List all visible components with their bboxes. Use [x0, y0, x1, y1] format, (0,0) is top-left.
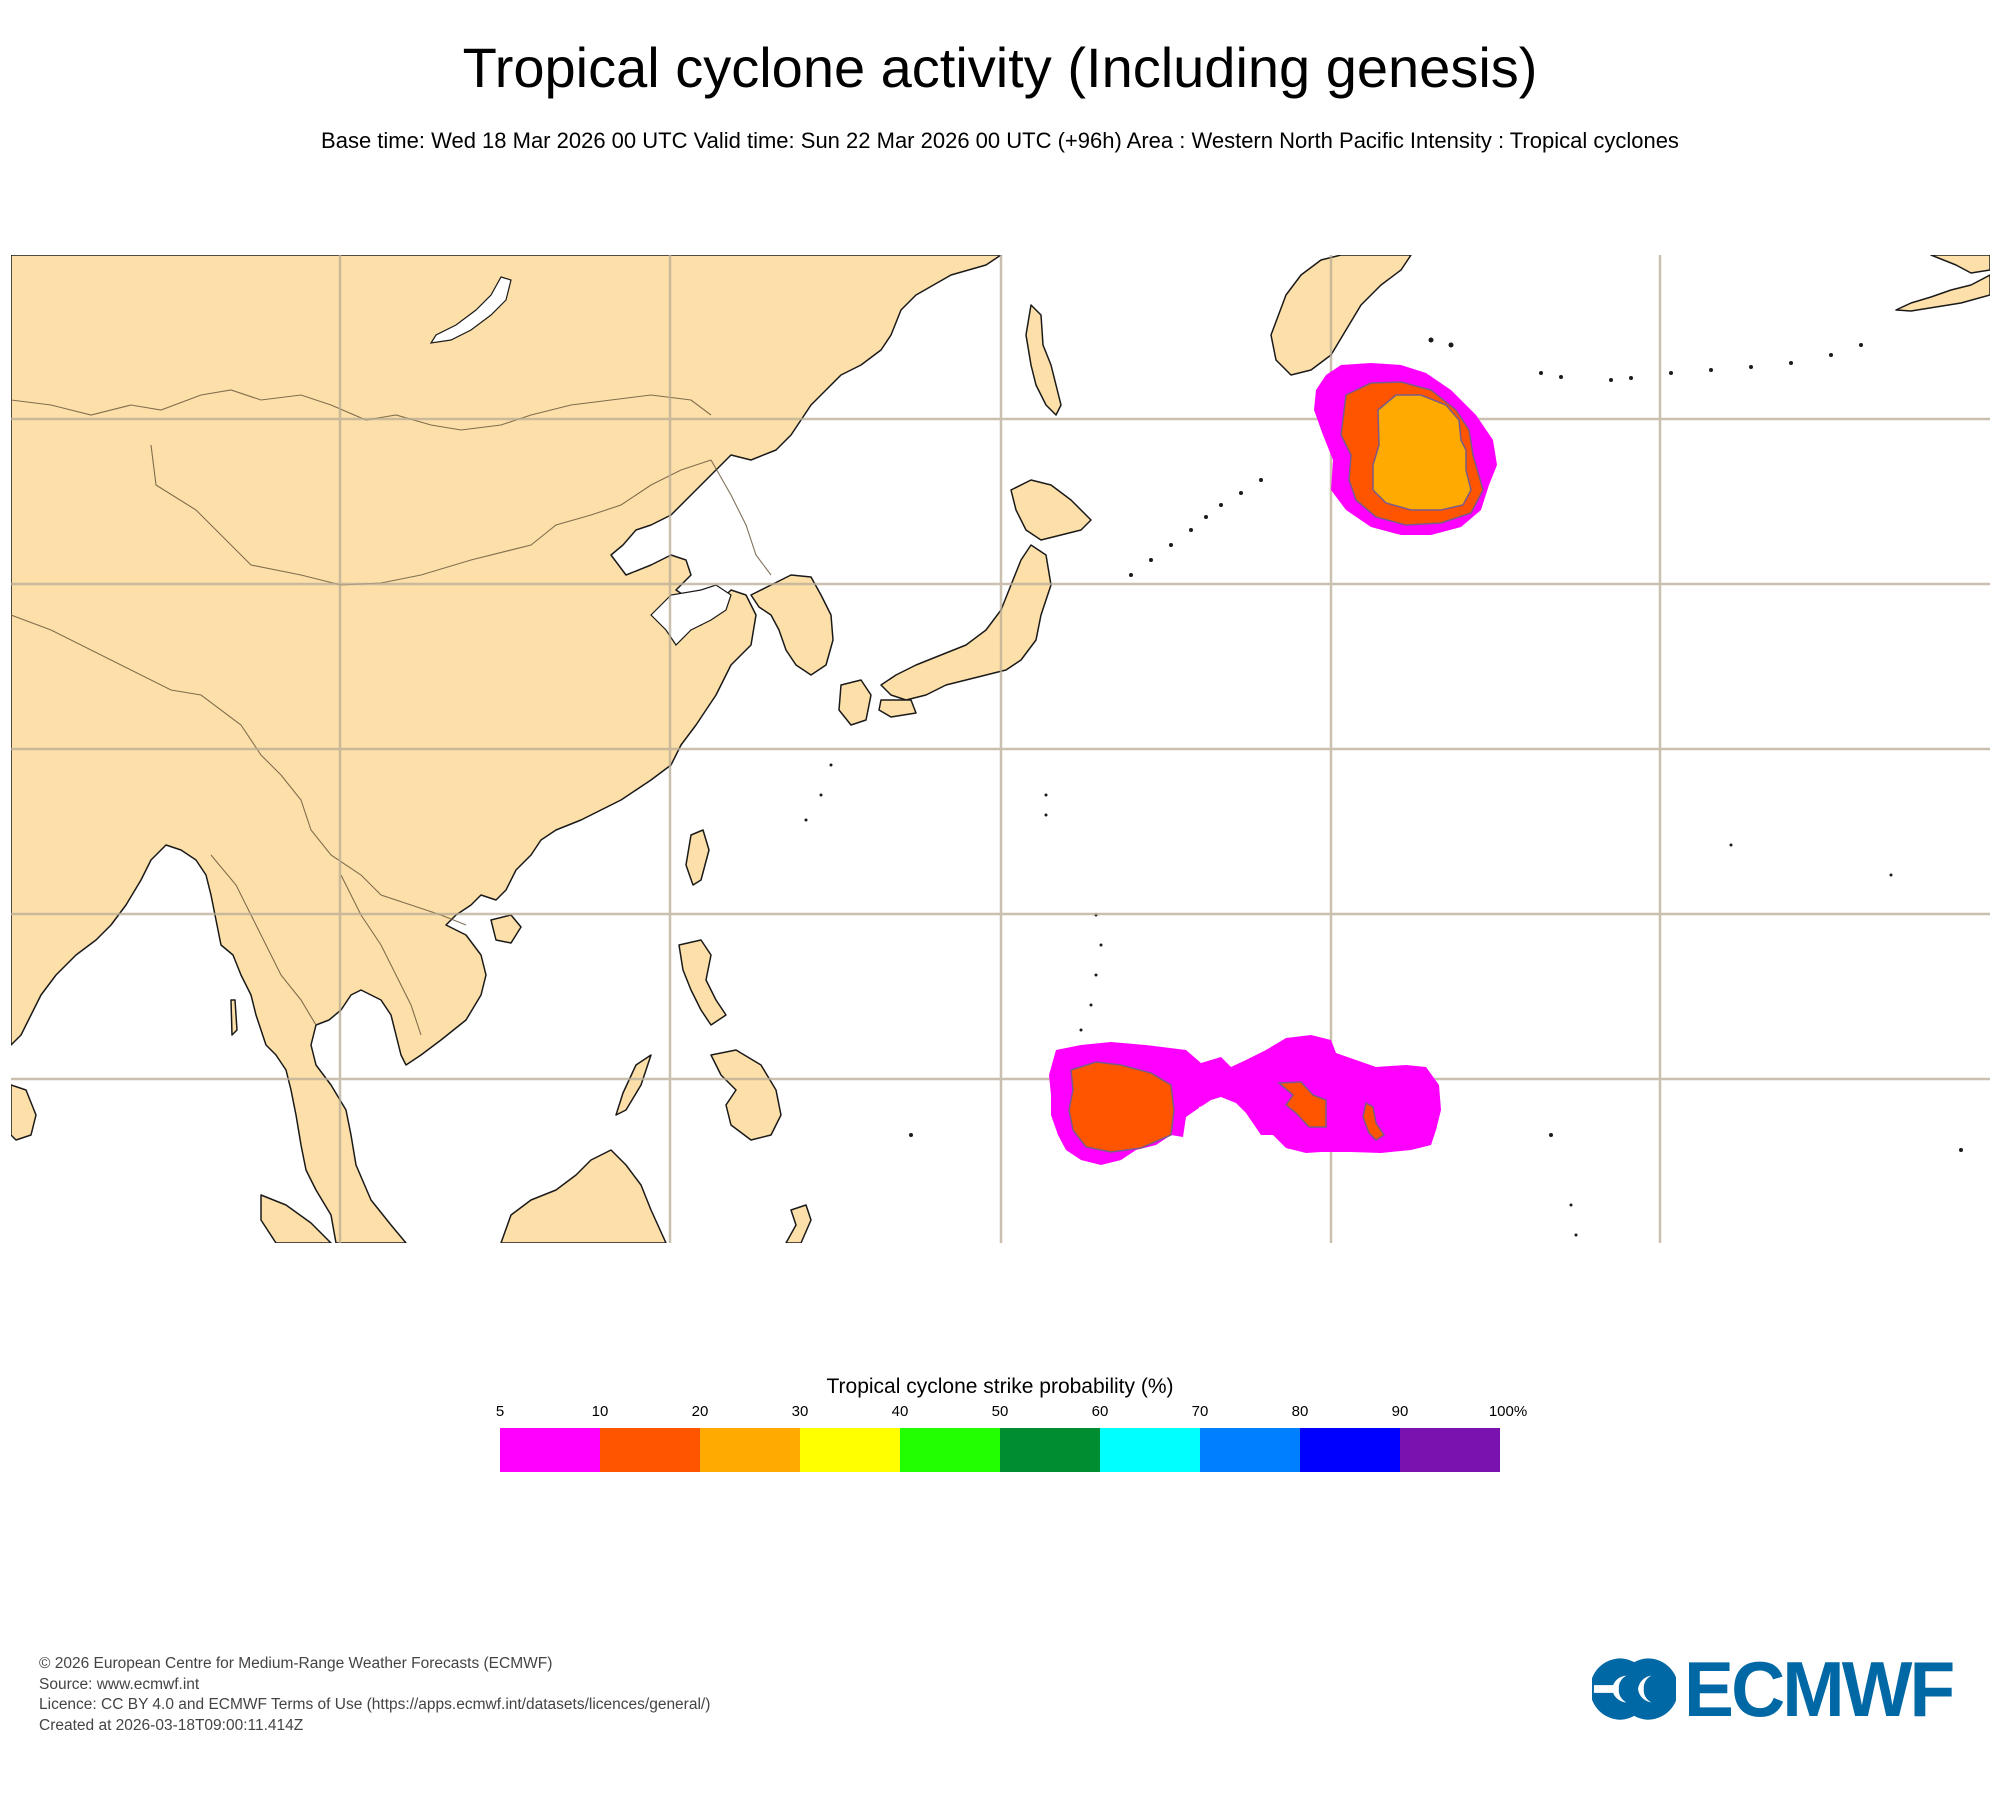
legend-tick-label: 100% — [1488, 1403, 1528, 1420]
sakhalin — [1025, 304, 1062, 416]
visayas-mindanao — [710, 1049, 782, 1141]
legend-swatch — [800, 1428, 900, 1472]
shikoku — [878, 699, 917, 718]
border-laos-vietnam — [340, 874, 422, 1036]
footer-copyright: © 2026 European Centre for Medium-Range … — [39, 1655, 553, 1672]
footer-licence: Licence: CC BY 4.0 and ECMWF Terms of Us… — [39, 1696, 711, 1713]
legend-tick-label: 20 — [691, 1403, 709, 1420]
legend-swatch — [1400, 1428, 1500, 1472]
legend-tick-label: 70 — [1191, 1403, 1209, 1420]
legend-title: Tropical cyclone strike probability (%) — [826, 1375, 1174, 1398]
border-indochina — [280, 774, 467, 926]
legend-tick-label: 10 — [591, 1403, 609, 1420]
legend-tick-label: 5 — [495, 1403, 505, 1420]
sumatra — [260, 1194, 332, 1243]
chart-title: Tropical cyclone activity (Including gen… — [462, 36, 1538, 99]
map-canvas — [11, 255, 1990, 1243]
border-mongolia-china — [150, 444, 712, 586]
chart-subtitle: Base time: Wed 18 Mar 2026 00 UTC Valid … — [321, 128, 1679, 153]
luzon — [678, 939, 727, 1026]
legend-swatch — [500, 1428, 600, 1472]
border-china-korea — [710, 459, 772, 576]
legend-tick-label: 90 — [1391, 1403, 1409, 1420]
graticule — [11, 255, 1990, 1243]
legend-tick-label: 80 — [1291, 1403, 1309, 1420]
legend-swatch — [1000, 1428, 1100, 1472]
taiwan — [685, 829, 710, 886]
alaska-north — [1930, 255, 1990, 274]
legend-color-bar — [500, 1428, 1500, 1472]
lake-baikal — [429, 276, 512, 344]
map-panel — [11, 255, 1990, 1243]
korean-peninsula — [750, 574, 834, 676]
southern-system-probability — [1049, 1035, 1441, 1165]
kyushu — [838, 679, 872, 726]
northern-system-probability — [1314, 363, 1497, 535]
legend-tick-label: 40 — [891, 1403, 909, 1420]
ecmwf-logo: ECMWF — [1592, 1645, 1964, 1733]
sulawesi — [785, 1204, 812, 1243]
ecmwf-logo-text: ECMWF — [1684, 1645, 1955, 1733]
honshu — [880, 544, 1052, 701]
palawan — [615, 1054, 652, 1116]
legend-swatch — [700, 1428, 800, 1472]
southern-band-10-20-east — [1362, 1101, 1386, 1141]
legend-swatch — [1200, 1428, 1300, 1472]
southern-band-10-20-west — [1068, 1061, 1175, 1153]
andaman-islands — [230, 999, 238, 1036]
hole-1 — [1198, 1105, 1211, 1121]
border-china-india — [11, 614, 282, 776]
footer-credits: © 2026 European Centre for Medium-Range … — [39, 1654, 710, 1736]
southern-band-10-20-central — [1277, 1081, 1327, 1128]
legend-tick-label: 60 — [1091, 1403, 1109, 1420]
ecmwf-emblem-icon — [1592, 1658, 1677, 1720]
border-myanmar-thailand — [210, 854, 317, 1026]
kamchatka — [1270, 255, 1412, 376]
legend-tick-labels: 5 10 20 30 40 50 60 70 80 90 100% — [0, 1403, 2000, 1421]
legend-swatch — [900, 1428, 1000, 1472]
sri-lanka — [11, 1084, 37, 1141]
borneo — [500, 1149, 667, 1243]
legend-swatch — [600, 1428, 700, 1472]
hainan — [490, 914, 522, 944]
footer-source: Source: www.ecmwf.int — [39, 1675, 200, 1693]
alaska-peninsula — [1895, 274, 1990, 312]
footer-created: Created at 2026-03-18T09:00:11.414Z — [39, 1716, 304, 1734]
hokkaido — [1010, 479, 1092, 541]
legend-tick-label: 50 — [991, 1403, 1009, 1420]
legend-swatch — [1100, 1428, 1200, 1472]
northern-band-20-30 — [1372, 394, 1472, 511]
legend-swatch — [1300, 1428, 1400, 1472]
legend-tick-label: 30 — [791, 1403, 809, 1420]
small-islands — [804, 337, 1963, 1237]
